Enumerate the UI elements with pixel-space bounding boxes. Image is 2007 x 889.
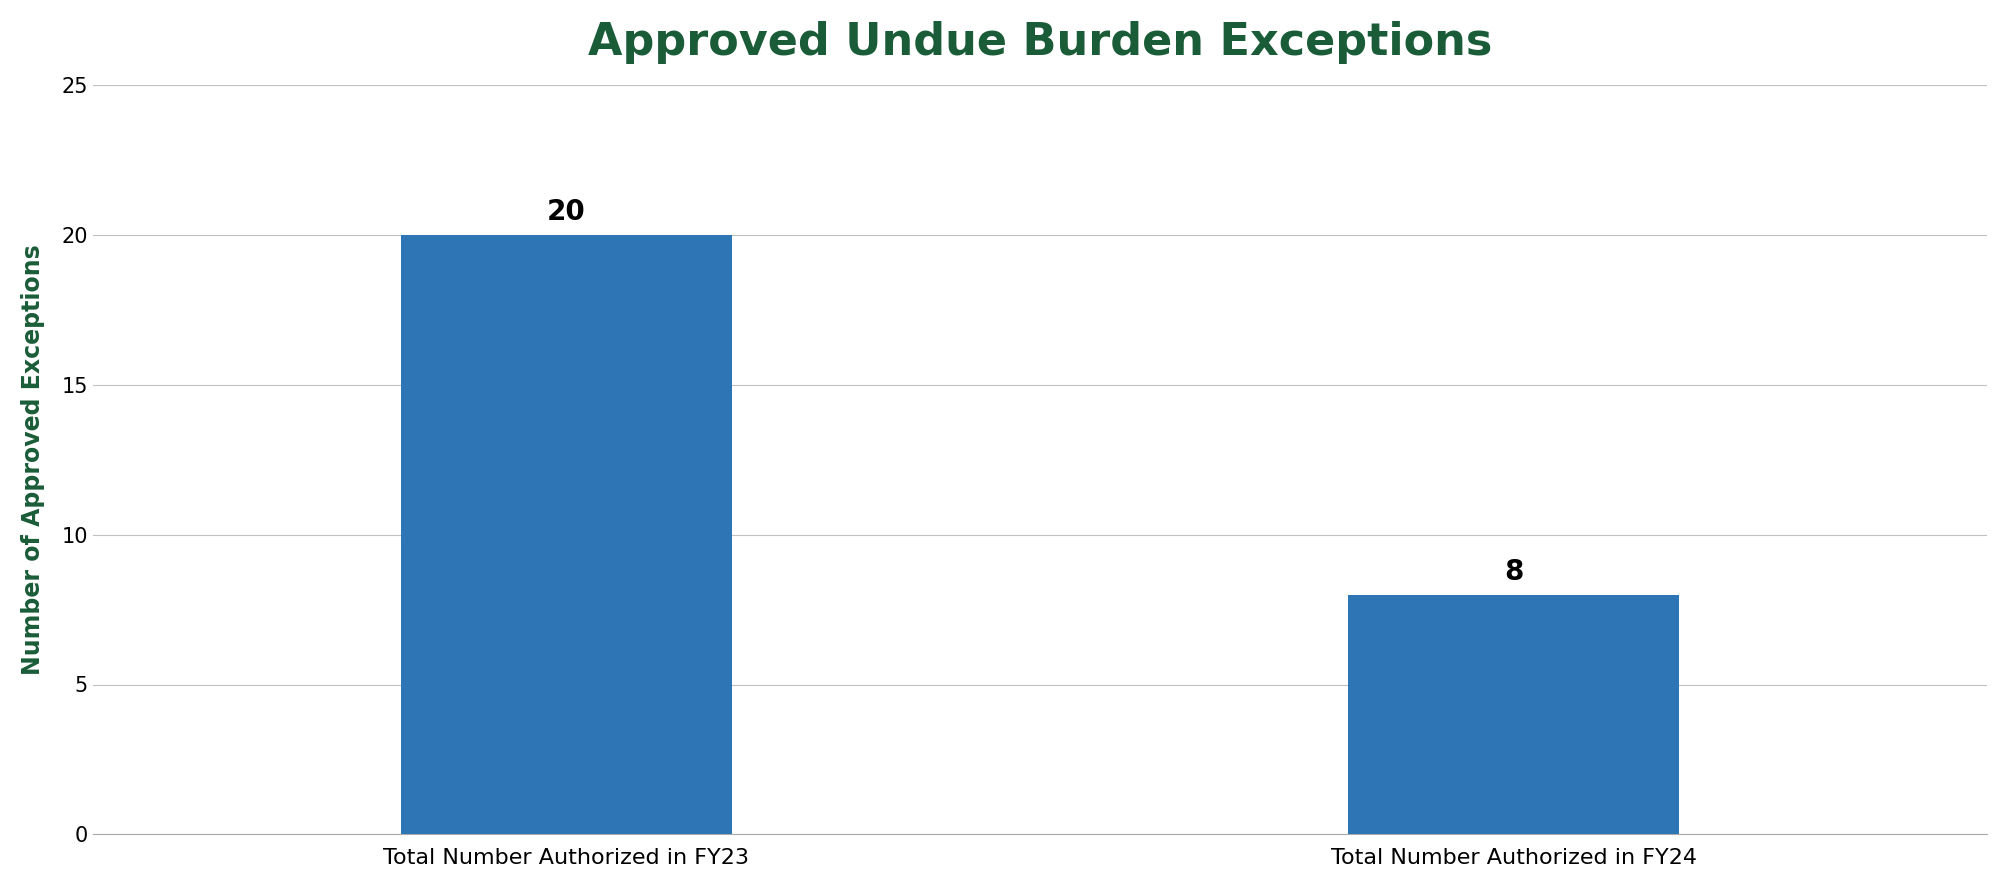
Title: Approved Undue Burden Exceptions: Approved Undue Burden Exceptions: [588, 20, 1491, 64]
Bar: [1347, 595, 1678, 834]
Bar: [401, 236, 733, 834]
Text: 20: 20: [546, 198, 586, 226]
Text: 8: 8: [1503, 557, 1523, 586]
Y-axis label: Number of Approved Exceptions: Number of Approved Exceptions: [20, 244, 44, 676]
